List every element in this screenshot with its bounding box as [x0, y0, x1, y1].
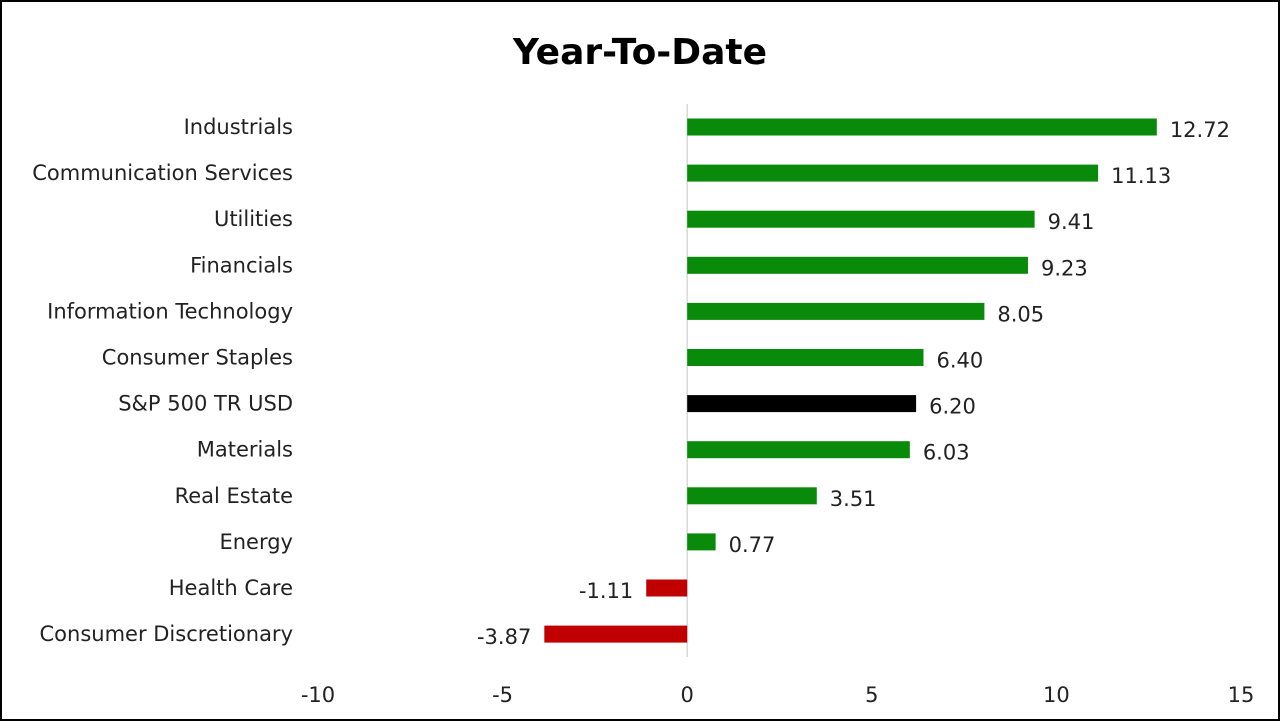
bar	[687, 164, 1099, 182]
bar	[687, 441, 910, 459]
x-tick-label: -5	[492, 683, 513, 707]
bars-layer	[544, 118, 1157, 643]
x-tick-label: 15	[1228, 683, 1255, 707]
category-label: Real Estate	[175, 484, 293, 508]
data-label: 3.51	[830, 487, 877, 511]
category-label: Health Care	[169, 576, 293, 600]
category-label: Financials	[190, 253, 293, 277]
data-label: -1.11	[579, 579, 633, 603]
chart-title: Year-To-Date	[512, 32, 767, 73]
category-label: S&P 500 TR USD	[118, 392, 293, 416]
value-labels: 12.72 11.13 9.41 9.23 8.05 6.40 6.20 6.03 3.51 0.…	[477, 118, 1230, 649]
x-tick-label: 10	[1043, 683, 1070, 707]
bar	[687, 395, 917, 413]
x-axis-tick-labels: -10 -5 0 5 10 15	[301, 683, 1255, 707]
bar	[687, 256, 1028, 274]
data-label: 8.05	[997, 302, 1044, 326]
category-label: Consumer Staples	[102, 346, 293, 370]
category-label: Consumer Discretionary	[40, 622, 294, 646]
data-label: -3.87	[477, 625, 531, 649]
bar	[687, 487, 817, 505]
bar	[687, 533, 716, 551]
bar	[646, 579, 688, 597]
category-label: Communication Services	[32, 161, 293, 185]
category-label: Utilities	[214, 207, 293, 231]
bar	[544, 625, 688, 643]
bar	[687, 349, 924, 366]
data-label: 9.41	[1048, 210, 1095, 234]
x-tick-label: 0	[681, 683, 694, 707]
data-label: 9.23	[1041, 256, 1088, 280]
data-label: 12.72	[1170, 118, 1230, 142]
bar	[687, 210, 1035, 228]
data-label: 6.20	[929, 395, 976, 419]
data-label: 11.13	[1111, 164, 1171, 188]
x-tick-label: -10	[301, 683, 335, 707]
data-label: 6.40	[936, 349, 983, 373]
x-tick-label: 5	[865, 683, 878, 707]
category-label: Energy	[219, 530, 293, 554]
category-labels: Industrials Communication Services Utiliti…	[32, 115, 293, 646]
category-label: Materials	[197, 438, 293, 462]
bar	[687, 302, 985, 320]
category-label: Industrials	[184, 115, 293, 139]
category-label: Information Technology	[47, 299, 293, 323]
data-label: 6.03	[923, 441, 970, 465]
bar	[687, 118, 1157, 136]
data-label: 0.77	[729, 533, 776, 557]
